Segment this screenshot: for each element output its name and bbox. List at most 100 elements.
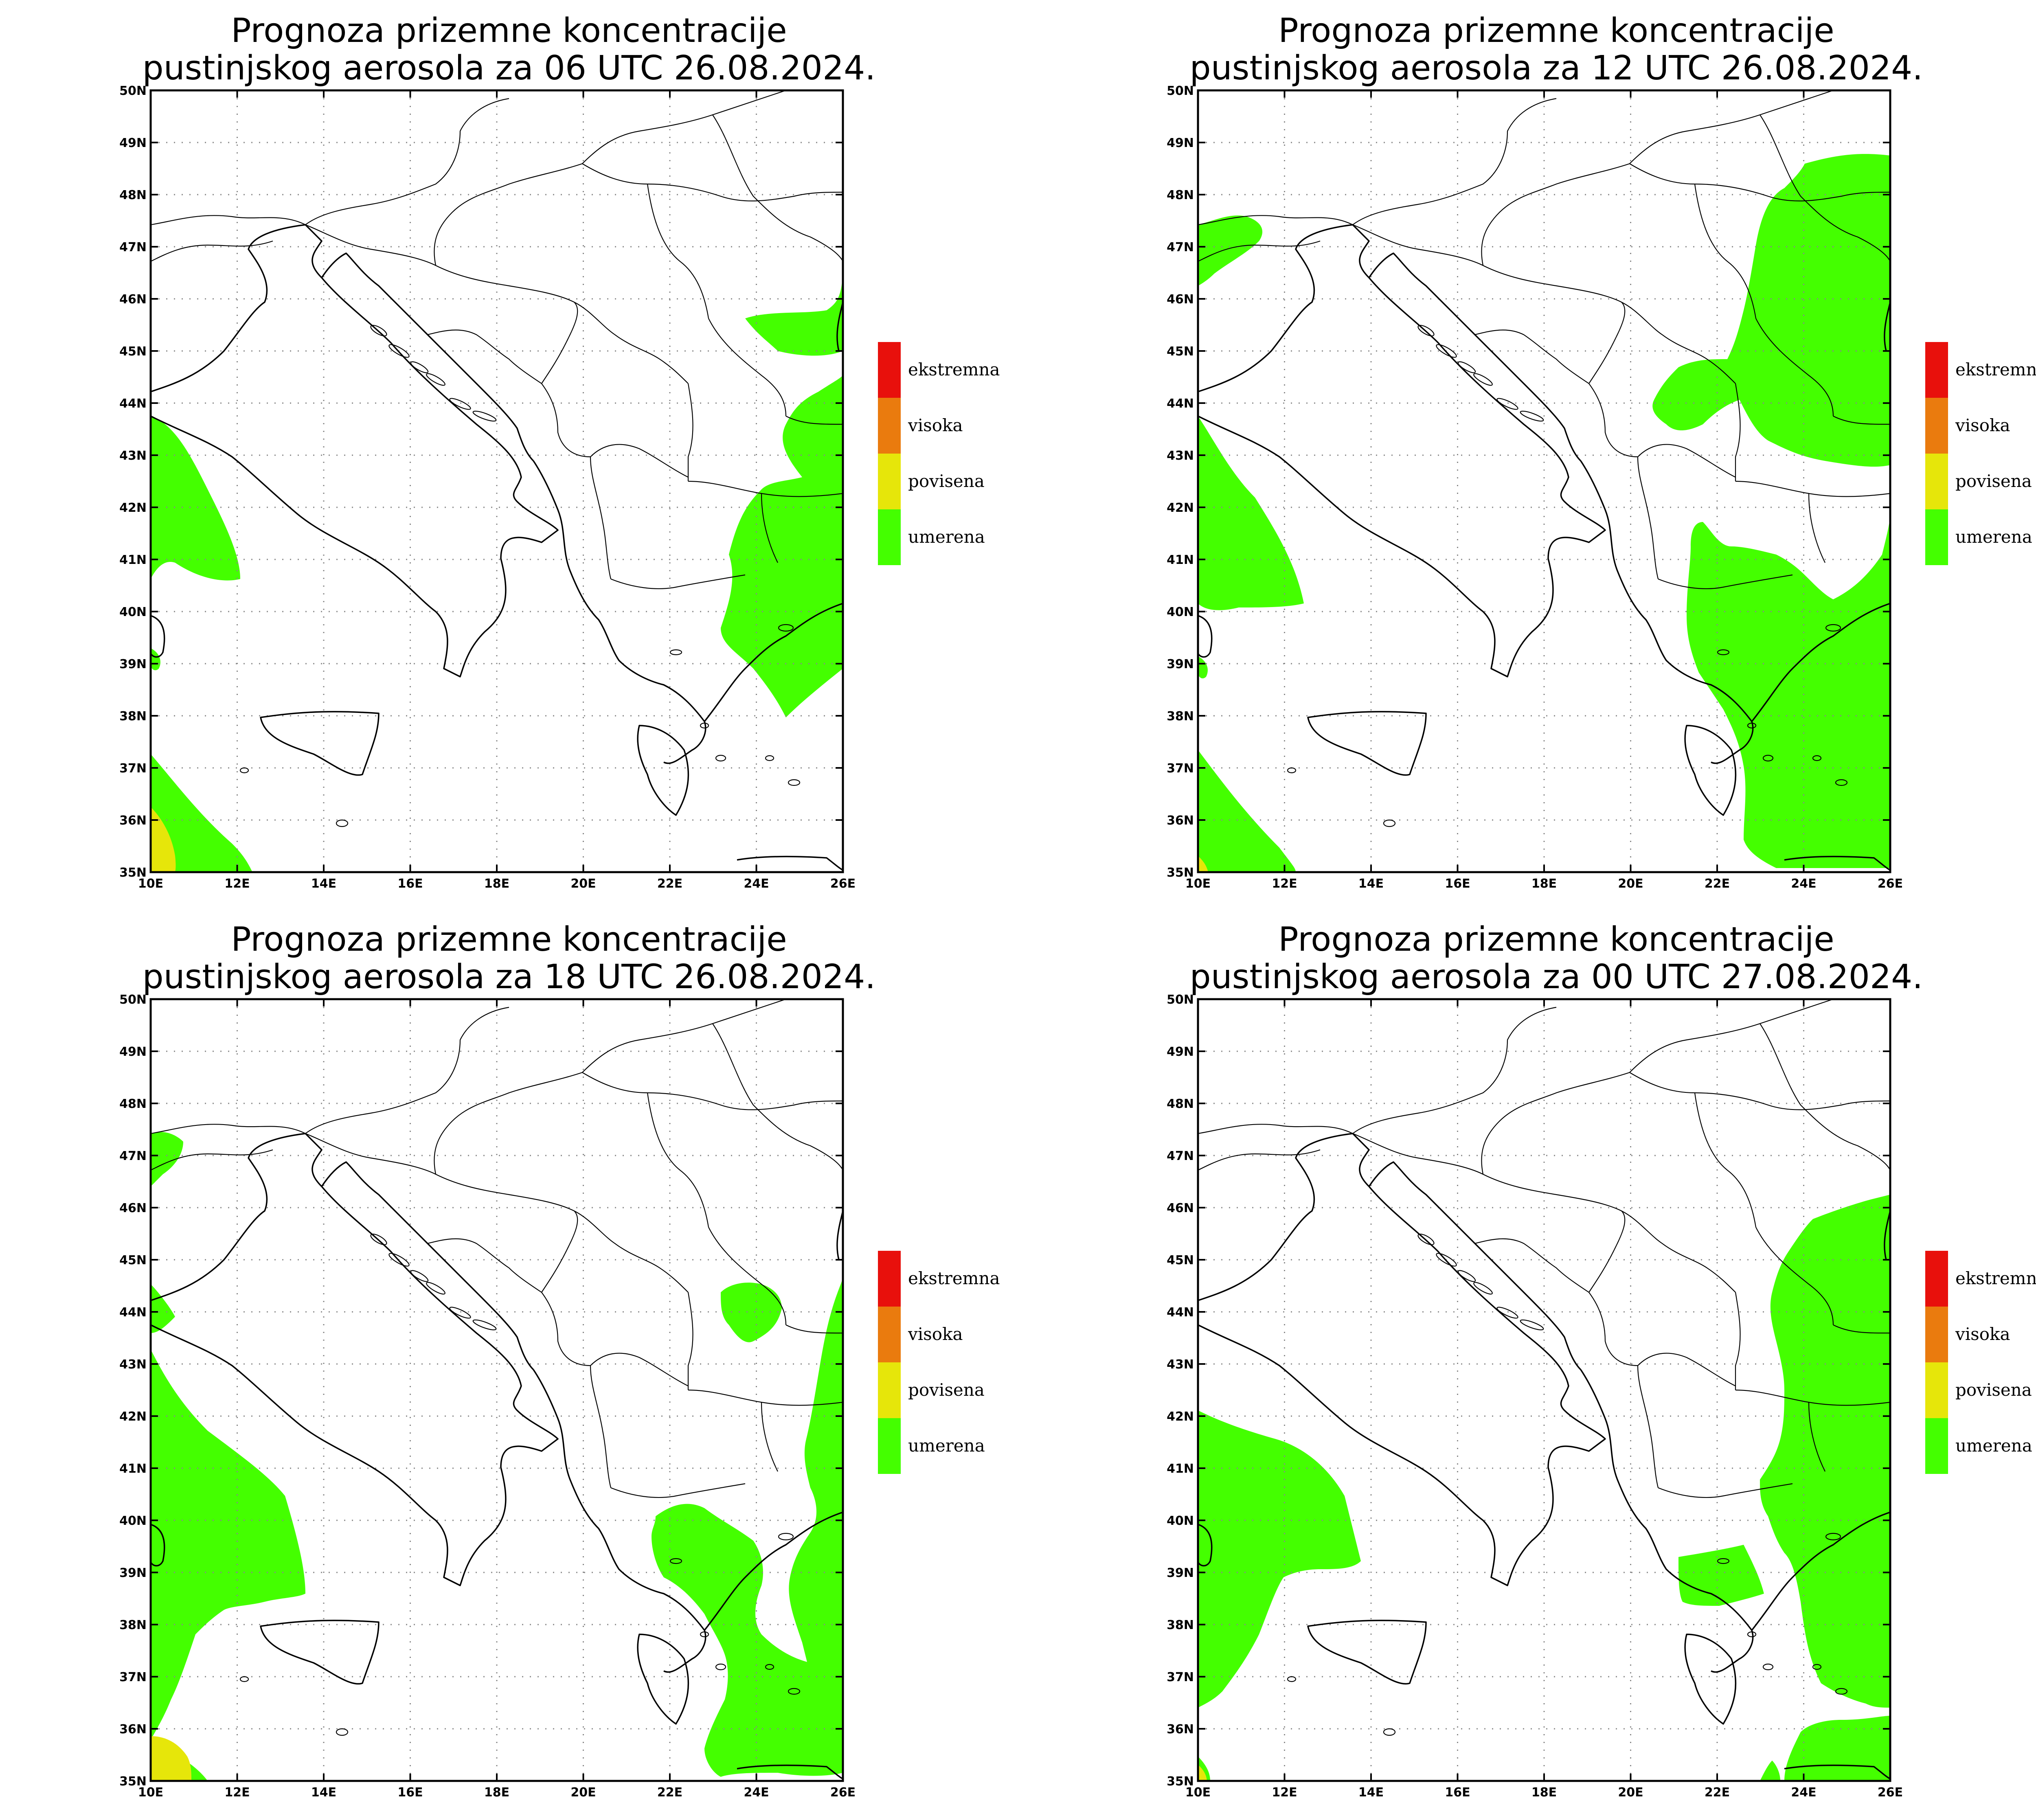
lon-tick-label: 10E [138, 877, 163, 891]
lat-tick-label: 41N [1167, 553, 1194, 567]
lon-tick-label: 26E [1878, 1785, 1903, 1800]
map-panel: 10E 12E 14E 16E 18E 20E 22E 24E 26E 35N 36N 37N 38N 3… [119, 993, 1000, 1800]
lon-tick-label: 22E [1705, 1785, 1730, 1800]
lat-tick-label: 43N [1167, 449, 1194, 463]
lon-tick-label: 18E [484, 877, 509, 891]
lat-tick-label: 42N [1167, 501, 1194, 515]
legend-swatch [1925, 1418, 1948, 1474]
title-line-1: Prognoza prizemne koncentracije [231, 920, 787, 959]
lon-tick-label: 10E [1185, 877, 1211, 891]
map-panel: 10E 12E 14E 16E 18E 20E 22E 24E 26E 35N 36N 37N 38N 3… [1167, 993, 2036, 1800]
dust-moderate-area [745, 261, 843, 356]
dust-elevated-area [1198, 1765, 1207, 1781]
lat-tick-label: 40N [1167, 1514, 1194, 1528]
dust-moderate-area [1198, 416, 1304, 610]
lon-tick-label: 14E [1358, 877, 1384, 891]
lon-tick-label: 18E [1531, 1785, 1557, 1800]
lat-tick-label: 38N [119, 709, 147, 724]
lon-tick-label: 18E [1531, 877, 1557, 891]
legend-swatch [1925, 509, 1948, 565]
legend-label: ekstremna [908, 360, 1000, 379]
legend-label: povisena [908, 471, 985, 491]
dust-elevated-area [1198, 856, 1208, 872]
lat-tick-label: 50N [119, 993, 147, 1007]
lat-tick-label: 40N [1167, 605, 1194, 619]
lat-tick-label: 46N [119, 292, 147, 307]
lon-tick-label: 14E [311, 877, 336, 891]
lon-tick-label: 16E [397, 1785, 423, 1800]
lon-tick-label: 12E [1272, 877, 1297, 891]
dust-moderate-area [1760, 1761, 1780, 1781]
legend-swatch [1925, 454, 1948, 509]
lat-tick-label: 36N [1167, 1722, 1194, 1737]
dust-moderate-area [1198, 750, 1296, 872]
lat-tick-label: 39N [1167, 1566, 1194, 1580]
lat-tick-label: 42N [119, 1410, 147, 1424]
legend-label: povisena [1955, 471, 2032, 491]
lat-tick-label: 49N [119, 136, 147, 150]
legend-swatch [1925, 1362, 1948, 1418]
dust-moderate-area [1760, 1195, 1890, 1708]
lat-tick-label: 38N [1167, 709, 1194, 724]
dust-moderate-area [151, 1349, 305, 1740]
lat-tick-label: 49N [119, 1045, 147, 1059]
legend-swatch [878, 398, 901, 454]
dust-moderate-area [789, 1276, 843, 1732]
lat-tick-label: 45N [1167, 1253, 1194, 1267]
lat-tick-label: 39N [119, 1566, 147, 1580]
dust-elevated-area [151, 1736, 191, 1781]
lat-tick-label: 45N [119, 1253, 147, 1267]
lat-tick-label: 44N [1167, 1305, 1194, 1320]
legend-label: ekstremna [908, 1268, 1000, 1288]
panel-title-0: Prognoza prizemne koncentracije pustinjs… [81, 12, 937, 87]
lat-tick-label: 40N [119, 605, 147, 619]
map-panel: 10E 12E 14E 16E 18E 20E 22E 24E 26E 35N 36N 37N 38N 3… [1167, 84, 2036, 891]
lat-tick-label: 37N [1167, 761, 1194, 776]
dust-moderate-area [652, 1504, 843, 1777]
legend-label: visoka [1955, 1324, 2010, 1344]
lat-tick-label: 43N [119, 449, 147, 463]
legend-swatch [878, 1307, 901, 1362]
lon-tick-label: 14E [311, 1785, 336, 1800]
lat-tick-label: 35N [1167, 1774, 1194, 1789]
legend: ekstremna visoka povisena umerena [878, 1251, 1000, 1474]
legend: ekstremna visoka povisena umerena [1925, 1251, 2036, 1474]
legend-label: povisena [908, 1380, 985, 1400]
dust-moderate-area [1652, 154, 1890, 467]
lat-tick-label: 39N [119, 657, 147, 671]
dust-moderate-area [151, 1132, 183, 1186]
legend-label: visoka [908, 415, 963, 435]
legend-swatch [1925, 1307, 1948, 1362]
panel-title-2: Prognoza prizemne koncentracije pustinjs… [81, 921, 937, 996]
lon-tick-label: 12E [224, 877, 250, 891]
title-line-2: pustinjskog aerosola za 12 UTC 26.08.202… [1189, 49, 1923, 88]
legend-swatch [878, 454, 901, 509]
lat-tick-label: 45N [119, 344, 147, 359]
legend: ekstremna visoka povisena umerena [1925, 342, 2036, 565]
map-panel: 10E 12E 14E 16E 18E 20E 22E 24E 26E 35N 36N 37N 38N 3… [119, 84, 1000, 891]
lat-tick-label: 41N [119, 553, 147, 567]
lon-tick-label: 26E [830, 1785, 856, 1800]
lat-tick-label: 37N [119, 761, 147, 776]
lat-tick-label: 36N [119, 814, 147, 828]
lat-tick-label: 42N [1167, 1410, 1194, 1424]
legend-label: umerena [908, 1436, 985, 1456]
lat-tick-label: 37N [119, 1670, 147, 1684]
legend-swatch [878, 1362, 901, 1418]
title-line-1: Prognoza prizemne koncentracije [1278, 920, 1834, 959]
legend-label: visoka [908, 1324, 963, 1344]
dust-moderate-area [1198, 215, 1263, 286]
legend-label: umerena [908, 527, 985, 547]
panel-title-1: Prognoza prizemne koncentracije pustinjs… [1129, 12, 1984, 87]
dust-moderate-area [1198, 656, 1208, 679]
lat-tick-label: 50N [1167, 993, 1194, 1007]
legend-label: ekstremna [1955, 360, 2036, 379]
legend-swatch [1925, 342, 1948, 398]
lon-tick-label: 18E [484, 1785, 509, 1800]
lat-tick-label: 48N [1167, 188, 1194, 202]
lat-tick-label: 35N [119, 1774, 147, 1789]
lon-tick-label: 24E [1791, 1785, 1816, 1800]
dust-moderate-area [151, 648, 160, 671]
lon-tick-label: 24E [744, 1785, 769, 1800]
